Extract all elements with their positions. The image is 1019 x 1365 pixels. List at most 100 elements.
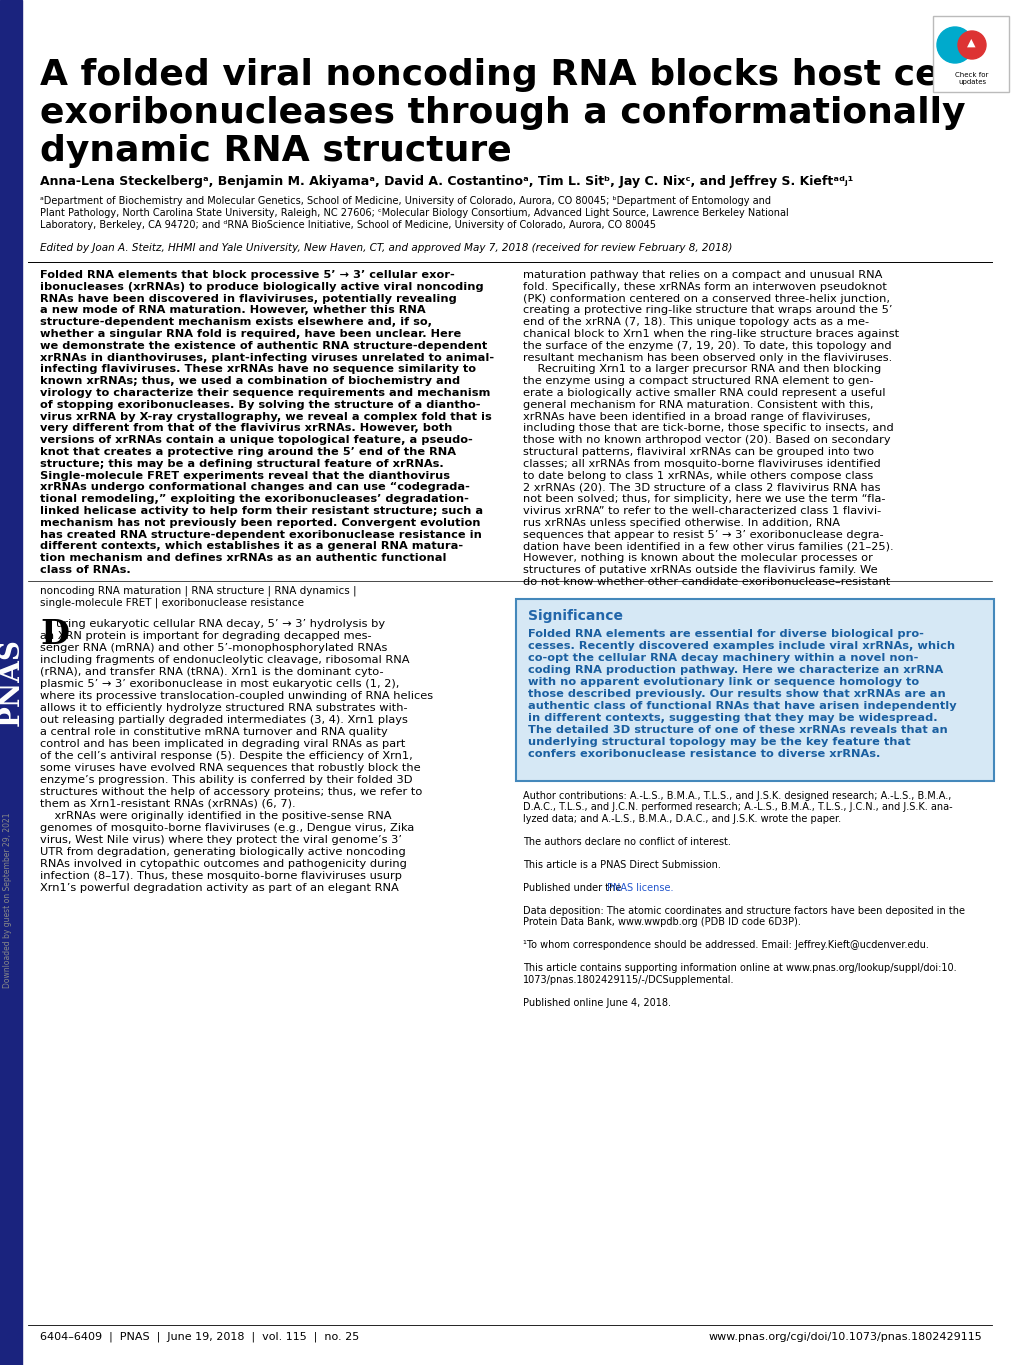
Text: Single-molecule FRET experiments reveal that the dianthovirus: Single-molecule FRET experiments reveal … [40,471,449,480]
Text: Protein Data Bank, www.wwpdb.org (PDB ID code 6D3P).: Protein Data Bank, www.wwpdb.org (PDB ID… [523,917,800,927]
Text: classes; all xrRNAs from mosquito-borne flaviviruses identified: classes; all xrRNAs from mosquito-borne … [523,459,879,468]
Text: with no apparent evolutionary link or sequence homology to: with no apparent evolutionary link or se… [528,677,918,687]
Text: ▲: ▲ [966,38,974,48]
Circle shape [936,27,972,63]
Text: control and has been implicated in degrading viral RNAs as part: control and has been implicated in degra… [40,738,405,749]
Text: including those that are tick-borne, those specific to insects, and: including those that are tick-borne, tho… [523,423,893,434]
Text: cesses. Recently discovered examples include viral xrRNAs, which: cesses. Recently discovered examples inc… [528,640,954,651]
Circle shape [957,31,985,59]
Text: uring eukaryotic cellular RNA decay, 5’ → 3’ hydrolysis by: uring eukaryotic cellular RNA decay, 5’ … [56,618,385,629]
Text: virus xrRNA by X-ray crystallography, we reveal a complex fold that is: virus xrRNA by X-ray crystallography, we… [40,412,491,422]
Text: underlying structural topology may be the key feature that: underlying structural topology may be th… [528,737,910,747]
Text: mechanism has not previously been reported. Convergent evolution: mechanism has not previously been report… [40,517,480,528]
Text: ᵃDepartment of Biochemistry and Molecular Genetics, School of Medicine, Universi: ᵃDepartment of Biochemistry and Molecula… [40,197,770,206]
Text: structures without the help of accessory proteins; thus, we refer to: structures without the help of accessory… [40,786,422,797]
Text: RNAs have been discovered in flaviviruses, potentially revealing: RNAs have been discovered in flaviviruse… [40,293,457,303]
Text: the enzyme using a compact structured RNA element to gen-: the enzyme using a compact structured RN… [523,377,872,386]
Text: Folded RNA elements are essential for diverse biological pro-: Folded RNA elements are essential for di… [528,629,923,639]
Text: Recruiting Xrn1 to a larger precursor RNA and then blocking: Recruiting Xrn1 to a larger precursor RN… [523,364,880,374]
Text: This article contains supporting information online at www.pnas.org/lookup/suppl: This article contains supporting informa… [523,964,956,973]
Text: structures of putative xrRNAs outside the flavivirus family. We: structures of putative xrRNAs outside th… [523,565,876,575]
Text: Laboratory, Berkeley, CA 94720; and ᵈRNA BioScience Initiative, School of Medici: Laboratory, Berkeley, CA 94720; and ᵈRNA… [40,220,655,229]
Text: A folded viral noncoding RNA blocks host cell: A folded viral noncoding RNA blocks host… [40,57,963,91]
Text: structure; this may be a defining structural feature of xrRNAs.: structure; this may be a defining struct… [40,459,443,468]
Text: structural patterns, flaviviral xrRNAs can be grouped into two: structural patterns, flaviviral xrRNAs c… [523,446,873,457]
Text: tional remodeling,” exploiting the exoribonucleases’ degradation-: tional remodeling,” exploiting the exori… [40,494,469,504]
Text: The authors declare no conflict of interest.: The authors declare no conflict of inter… [523,837,731,846]
Text: PNAS license.: PNAS license. [606,883,673,893]
Text: However, nothing is known about the molecular processes or: However, nothing is known about the mole… [523,553,872,564]
Text: virus, West Nile virus) where they protect the viral genome’s 3’: virus, West Nile virus) where they prote… [40,835,401,845]
Text: Folded RNA elements that block processive 5’ → 3’ cellular exor-: Folded RNA elements that block processiv… [40,270,454,280]
Text: not been solved; thus, for simplicity, here we use the term “fla-: not been solved; thus, for simplicity, h… [523,494,884,504]
Text: 2 xrRNAs (20). The 3D structure of a class 2 flavivirus RNA has: 2 xrRNAs (20). The 3D structure of a cla… [523,482,879,493]
Text: some viruses have evolved RNA sequences that robustly block the: some viruses have evolved RNA sequences … [40,763,420,773]
Text: resultant mechanism has been observed only in the flaviviruses.: resultant mechanism has been observed on… [523,352,892,363]
Text: Check for: Check for [955,72,987,78]
Text: allows it to efficiently hydrolyze structured RNA substrates with-: allows it to efficiently hydrolyze struc… [40,703,408,713]
Text: enzyme’s progression. This ability is conferred by their folded 3D: enzyme’s progression. This ability is co… [40,775,412,785]
Text: we demonstrate the existence of authentic RNA structure-dependent: we demonstrate the existence of authenti… [40,341,487,351]
Text: dation have been identified in a few other virus families (21–25).: dation have been identified in a few oth… [523,542,893,551]
Text: xrRNAs in dianthoviruses, plant-infecting viruses unrelated to animal-: xrRNAs in dianthoviruses, plant-infectin… [40,352,493,363]
FancyBboxPatch shape [932,16,1008,91]
Text: D.A.C., T.L.S., and J.C.N. performed research; A.-L.S., B.M.A., T.L.S., J.C.N., : D.A.C., T.L.S., and J.C.N. performed res… [523,803,952,812]
Text: The detailed 3D structure of one of these xrRNAs reveals that an: The detailed 3D structure of one of thes… [528,725,947,734]
Text: of the cell’s antiviral response (5). Despite the efficiency of Xrn1,: of the cell’s antiviral response (5). De… [40,751,413,760]
Text: exoribonucleases through a conformationally: exoribonucleases through a conformationa… [40,96,965,130]
Text: the surface of the enzyme (7, 19, 20). To date, this topology and: the surface of the enzyme (7, 19, 20). T… [523,341,891,351]
Text: senger RNA (mRNA) and other 5’-monophosphorylated RNAs: senger RNA (mRNA) and other 5’-monophosp… [40,643,387,652]
Text: single-molecule FRET | exoribonuclease resistance: single-molecule FRET | exoribonuclease r… [40,598,304,609]
Text: general mechanism for RNA maturation. Consistent with this,: general mechanism for RNA maturation. Co… [523,400,872,410]
Text: ¹To whom correspondence should be addressed. Email: Jeffrey.Kieft@ucdenver.edu.: ¹To whom correspondence should be addres… [523,940,928,950]
Text: plasmic 5’ → 3’ exoribonuclease in most eukaryotic cells (1, 2),: plasmic 5’ → 3’ exoribonuclease in most … [40,678,399,689]
Text: Plant Pathology, North Carolina State University, Raleigh, NC 27606; ᶜMolecular : Plant Pathology, North Carolina State Un… [40,207,788,218]
Text: Anna-Lena Steckelbergᵃ, Benjamin M. Akiyamaᵃ, David A. Costantinoᵃ, Tim L. Sitᵇ,: Anna-Lena Steckelbergᵃ, Benjamin M. Akiy… [40,175,853,188]
Text: to date belong to class 1 xrRNAs, while others compose class: to date belong to class 1 xrRNAs, while … [523,471,872,480]
Text: Published online June 4, 2018.: Published online June 4, 2018. [523,998,671,1007]
Text: tion mechanism and defines xrRNAs as an authentic functional: tion mechanism and defines xrRNAs as an … [40,553,446,564]
Text: has created RNA structure-dependent exoribonuclease resistance in: has created RNA structure-dependent exor… [40,530,481,539]
Text: versions of xrRNAs contain a unique topological feature, a pseudo-: versions of xrRNAs contain a unique topo… [40,435,472,445]
Text: lyzed data; and A.-L.S., B.M.A., D.A.C., and J.S.K. wrote the paper.: lyzed data; and A.-L.S., B.M.A., D.A.C.,… [523,814,841,823]
Text: www.pnas.org/cgi/doi/10.1073/pnas.1802429115: www.pnas.org/cgi/doi/10.1073/pnas.180242… [707,1332,981,1342]
Text: dynamic RNA structure: dynamic RNA structure [40,134,512,168]
Text: Data deposition: The atomic coordinates and structure factors have been deposite: Data deposition: The atomic coordinates … [523,905,964,916]
Text: (rRNA), and transfer RNA (tRNA). Xrn1 is the dominant cyto-: (rRNA), and transfer RNA (tRNA). Xrn1 is… [40,666,383,677]
Text: infection (8–17). Thus, these mosquito-borne flaviviruses usurp: infection (8–17). Thus, these mosquito-b… [40,871,401,880]
Text: do not know whether other candidate exoribonuclease–resistant: do not know whether other candidate exor… [523,577,890,587]
Text: an XRN protein is important for degrading decapped mes-: an XRN protein is important for degradin… [40,631,371,640]
Text: linked helicase activity to help form their resistant structure; such a: linked helicase activity to help form th… [40,506,483,516]
Text: chanical block to Xrn1 when the ring-like structure braces against: chanical block to Xrn1 when the ring-lik… [523,329,898,339]
Text: updates: updates [957,79,985,85]
Text: those with no known arthropod vector (20). Based on secondary: those with no known arthropod vector (20… [523,435,890,445]
Text: Downloaded by guest on September 29, 2021: Downloaded by guest on September 29, 202… [3,812,12,988]
Text: structure-dependent mechanism exists elsewhere and, if so,: structure-dependent mechanism exists els… [40,317,432,328]
Text: Author contributions: A.-L.S., B.M.A., T.L.S., and J.S.K. designed research; A.-: Author contributions: A.-L.S., B.M.A., T… [523,790,951,801]
Text: knot that creates a protective ring around the 5’ end of the RNA: knot that creates a protective ring arou… [40,446,455,457]
Text: This article is a PNAS Direct Submission.: This article is a PNAS Direct Submission… [523,860,720,870]
Text: co-opt the cellular RNA decay machinery within a novel non-: co-opt the cellular RNA decay machinery … [528,652,917,662]
Text: end of the xrRNA (7, 18). This unique topology acts as a me-: end of the xrRNA (7, 18). This unique to… [523,317,868,328]
Text: xrRNAs were originally identified in the positive-sense RNA: xrRNAs were originally identified in the… [40,811,391,820]
Text: very different from that of the flavivirus xrRNAs. However, both: very different from that of the flavivir… [40,423,452,434]
Text: different contexts, which establishes it as a general RNA matura-: different contexts, which establishes it… [40,542,463,551]
Text: infecting flaviviruses. These xrRNAs have no sequence similarity to: infecting flaviviruses. These xrRNAs hav… [40,364,476,374]
Text: including fragments of endonucleolytic cleavage, ribosomal RNA: including fragments of endonucleolytic c… [40,655,409,665]
Text: creating a protective ring-like structure that wraps around the 5’: creating a protective ring-like structur… [523,306,892,315]
Text: a new mode of RNA maturation. However, whether this RNA: a new mode of RNA maturation. However, w… [40,306,425,315]
Text: of stopping exoribonucleases. By solving the structure of a diantho-: of stopping exoribonucleases. By solving… [40,400,480,410]
Text: RNAs involved in cytopathic outcomes and pathogenicity during: RNAs involved in cytopathic outcomes and… [40,859,407,868]
Text: vivirus xrRNA” to refer to the well-characterized class 1 flavivi-: vivirus xrRNA” to refer to the well-char… [523,506,880,516]
Text: xrRNAs have been identified in a broad range of flaviviruses,: xrRNAs have been identified in a broad r… [523,412,870,422]
Text: Published under the: Published under the [523,883,624,893]
Text: xrRNAs undergo conformational changes and can use “codegrada-: xrRNAs undergo conformational changes an… [40,482,470,493]
Text: whether a singular RNA fold is required, have been unclear. Here: whether a singular RNA fold is required,… [40,329,461,339]
Text: class of RNAs.: class of RNAs. [40,565,130,575]
Text: in different contexts, suggesting that they may be widespread.: in different contexts, suggesting that t… [528,713,936,722]
Text: out releasing partially degraded intermediates (3, 4). Xrn1 plays: out releasing partially degraded interme… [40,715,408,725]
Text: sequences that appear to resist 5’ → 3’ exoribonuclease degra-: sequences that appear to resist 5’ → 3’ … [523,530,882,539]
Text: virology to characterize their sequence requirements and mechanism: virology to characterize their sequence … [40,388,490,399]
Text: maturation pathway that relies on a compact and unusual RNA: maturation pathway that relies on a comp… [523,270,881,280]
Text: PNAS: PNAS [0,637,24,726]
